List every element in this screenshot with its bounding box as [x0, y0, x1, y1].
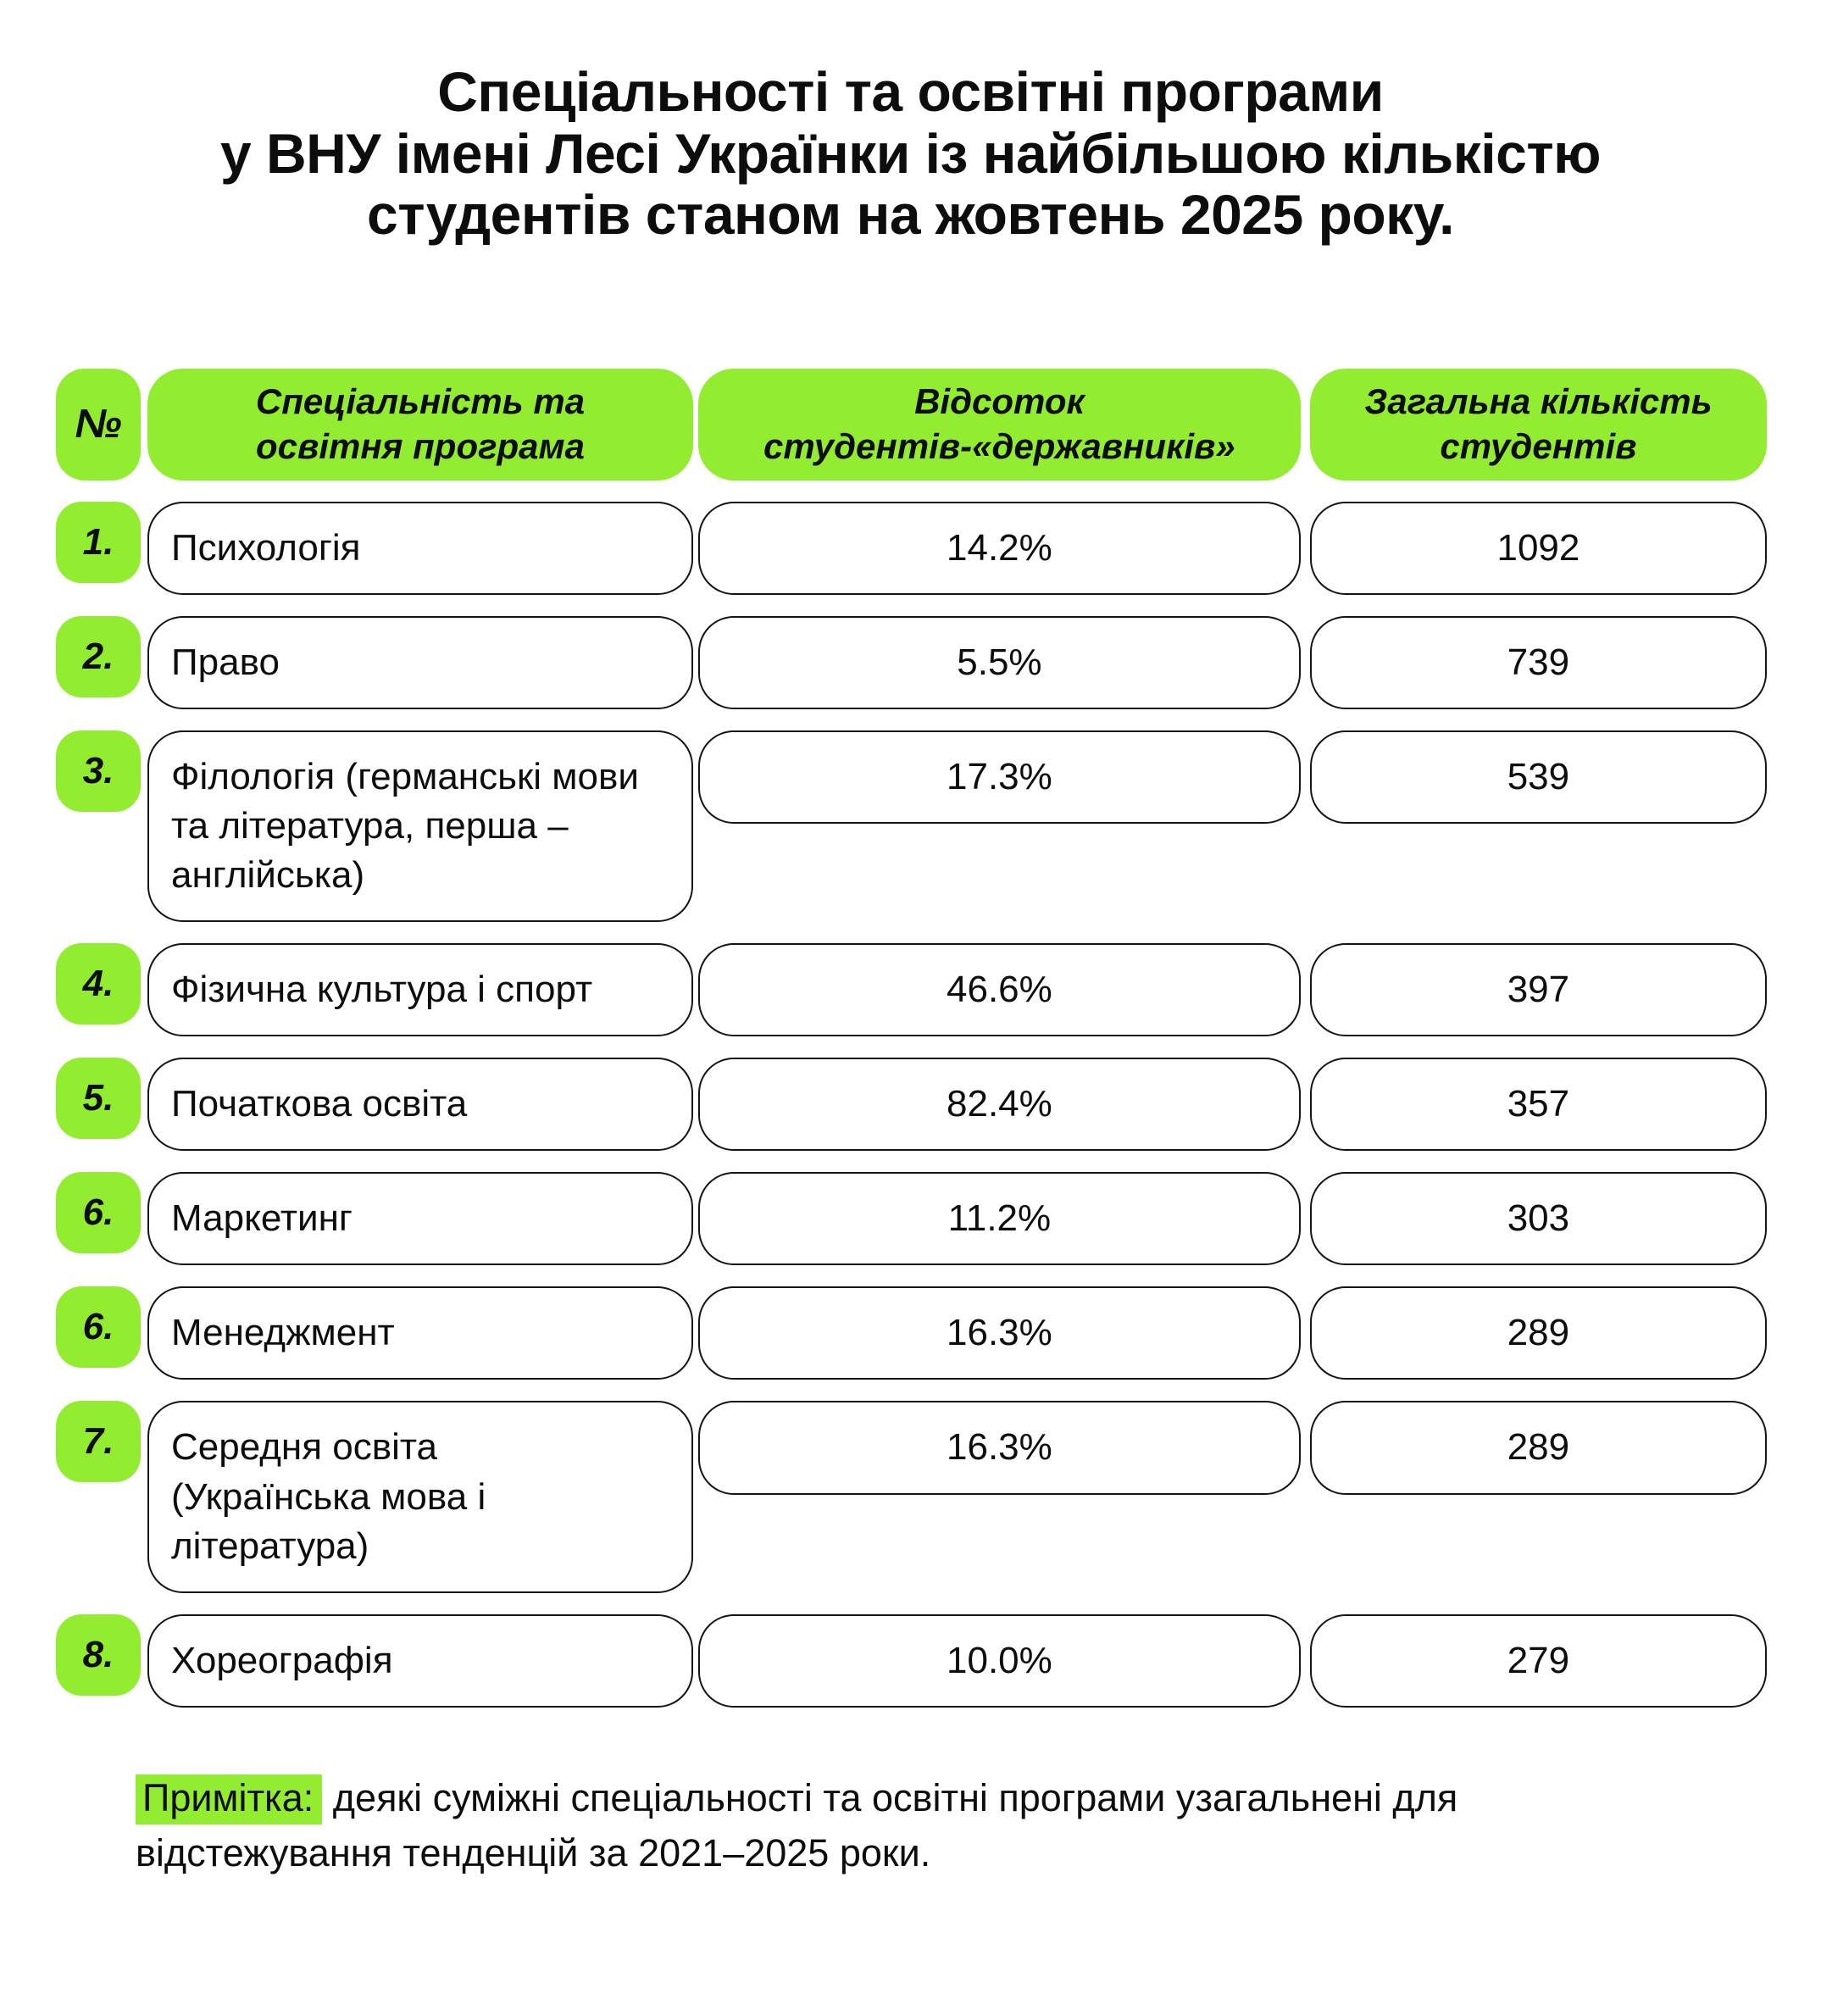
row-number-badge: 7. — [56, 1401, 141, 1483]
row-number-badge: 5. — [56, 1058, 141, 1140]
total-cell: 357 — [1309, 1058, 1767, 1152]
col-header-num: № — [56, 368, 141, 480]
title-line-3: студентів станом на жовтень 2025 року. — [367, 183, 1454, 247]
infographic-page: Спеціальності та освітні програми у ВНУ … — [0, 61, 1821, 2016]
total-cell: 289 — [1309, 1401, 1767, 1495]
total-cell: 279 — [1309, 1613, 1767, 1708]
specialty-cell: Менеджмент — [147, 1286, 693, 1380]
table-row: 5. Початкова освіта 82.4% 357 — [56, 1058, 1767, 1152]
table-row: 3. Філологія (германські мови та літерат… — [56, 730, 1767, 923]
specialty-cell: Середня освіта (Українська мова і літера… — [147, 1401, 693, 1593]
row-number-badge: 1. — [56, 501, 141, 583]
table-row: 6. Менеджмент 16.3% 289 — [56, 1286, 1767, 1380]
percent-cell: 82.4% — [697, 1058, 1301, 1152]
title-line-2: у ВНУ імені Лесі Українки із найбільшою … — [219, 121, 1602, 185]
specialties-table: № Спеціальність та освітня програма Відс… — [56, 368, 1768, 1708]
note: Примітка: деякі суміжні спеціальності та… — [136, 1770, 1686, 1881]
percent-cell: 16.3% — [697, 1286, 1301, 1380]
specialty-cell: Хореографія — [147, 1613, 693, 1708]
table-row: 4. Фізична культура і спорт 46.6% 397 — [56, 943, 1767, 1037]
table-row: 7. Середня освіта (Українська мова і літ… — [56, 1401, 1767, 1593]
note-text: деякі суміжні спеціальності та освітні п… — [136, 1775, 1458, 1875]
col-header-total: Загальна кількість студентів — [1309, 368, 1768, 480]
specialty-cell: Фізична культура і спорт — [147, 943, 693, 1037]
total-cell: 1092 — [1309, 501, 1767, 595]
table-row: 2. Право 5.5% 739 — [56, 615, 1767, 709]
total-cell: 289 — [1309, 1286, 1767, 1380]
specialty-cell: Маркетинг — [147, 1172, 693, 1266]
page-title: Спеціальності та освітні програми у ВНУ … — [51, 61, 1770, 246]
percent-cell: 17.3% — [697, 730, 1301, 825]
col-header-specialty: Спеціальність та освітня програма — [147, 368, 693, 480]
total-cell: 539 — [1309, 730, 1767, 825]
percent-cell: 14.2% — [697, 501, 1301, 595]
percent-cell: 11.2% — [697, 1172, 1301, 1266]
percent-cell: 16.3% — [697, 1401, 1301, 1495]
row-number-badge: 6. — [56, 1172, 141, 1254]
specialty-cell: Початкова освіта — [147, 1058, 693, 1152]
table-row: 1. Психологія 14.2% 1092 — [56, 501, 1767, 595]
table-header-row: № Спеціальність та освітня програма Відс… — [56, 368, 1768, 480]
row-number-badge: 8. — [56, 1613, 141, 1696]
row-number-badge: 3. — [56, 730, 141, 812]
percent-cell: 46.6% — [697, 943, 1301, 1037]
percent-cell: 5.5% — [697, 615, 1301, 709]
table-row: 8. Хореографія 10.0% 279 — [56, 1613, 1767, 1708]
row-number-badge: 2. — [56, 615, 141, 697]
row-number-badge: 6. — [56, 1286, 141, 1369]
specialty-cell: Право — [147, 615, 693, 709]
title-line-1: Спеціальності та освітні програми — [437, 60, 1384, 123]
percent-cell: 10.0% — [697, 1613, 1301, 1708]
total-cell: 397 — [1309, 943, 1767, 1037]
total-cell: 303 — [1309, 1172, 1767, 1266]
note-label: Примітка: — [136, 1774, 323, 1824]
specialty-cell: Філологія (германські мови та література… — [147, 730, 693, 923]
specialty-cell: Психологія — [147, 501, 693, 595]
col-header-percent: Відсоток студентів-«державників» — [697, 368, 1301, 480]
total-cell: 739 — [1309, 615, 1767, 709]
row-number-badge: 4. — [56, 943, 141, 1025]
table-row: 6. Маркетинг 11.2% 303 — [56, 1172, 1767, 1266]
